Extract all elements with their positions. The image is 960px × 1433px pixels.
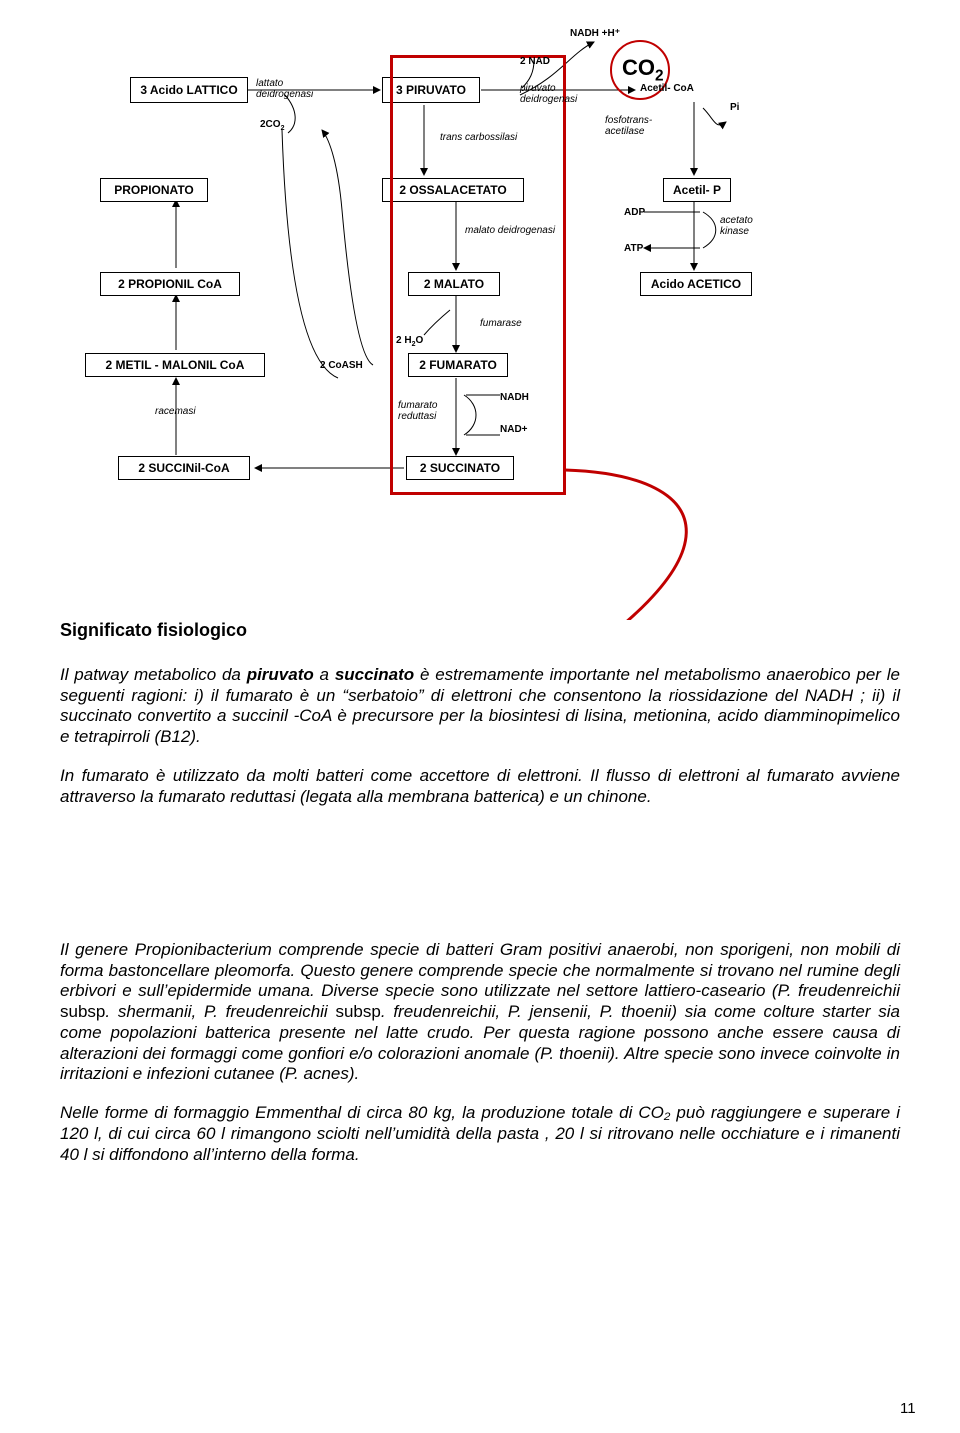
lbl-2co2: 2CO2 — [260, 119, 284, 132]
lbl-racemasi: racemasi — [155, 406, 196, 417]
co2-label: CO2 — [622, 55, 664, 85]
box-acetil-p: Acetil- P — [663, 178, 731, 202]
lbl-fumarato-red: fumarato reduttasi — [398, 400, 454, 422]
lbl-malato-dh: malato deidrogenasi — [465, 225, 555, 236]
box-metil-malonil: 2 METIL - MALONIL CoA — [85, 353, 265, 377]
lbl-atp: ATP — [624, 243, 643, 254]
box-lattico: 3 Acido LATTICO — [130, 77, 248, 103]
lbl-pi: Pi — [730, 102, 739, 113]
text-body: Il patway metabolico da piruvato a succi… — [60, 665, 900, 825]
lbl-nad-plus: NAD+ — [500, 424, 528, 435]
box-propionil-coa: 2 PROPIONIL CoA — [100, 272, 240, 296]
lbl-lattato-dh: lattato deidrogenasi — [256, 78, 328, 100]
lbl-adp: ADP — [624, 207, 645, 218]
heading-significato: Significato fisiologico — [60, 620, 247, 641]
lbl-2nad: 2 NAD — [520, 56, 550, 67]
box-succinil-coa: 2 SUCCINil-CoA — [118, 456, 250, 480]
box-acido-acetico: Acido ACETICO — [640, 272, 752, 296]
lbl-fumarase: fumarase — [480, 318, 522, 329]
lbl-trans-carb: trans carbossilasi — [440, 132, 517, 143]
lbl-nadh-h: NADH +H⁺ — [570, 28, 620, 39]
text-body-2: Il genere Propionibacterium comprende sp… — [60, 940, 900, 1183]
lbl-coash: 2 CoASH — [320, 360, 363, 371]
lbl-h2o: 2 H2O — [396, 335, 423, 348]
lbl-fosfo: fosfotrans-acetilase — [605, 115, 670, 137]
page-number: 11 — [900, 1400, 916, 1417]
lbl-acetato-kin: acetato kinase — [720, 215, 770, 237]
lbl-acetil-coa: Acetil- CoA — [640, 83, 694, 94]
lbl-piruvato-dh: piruvato deidrogenasi — [520, 83, 592, 105]
box-propionato: PROPIONATO — [100, 178, 208, 202]
red-pathway-box — [390, 55, 566, 495]
lbl-nadh: NADH — [500, 392, 529, 403]
